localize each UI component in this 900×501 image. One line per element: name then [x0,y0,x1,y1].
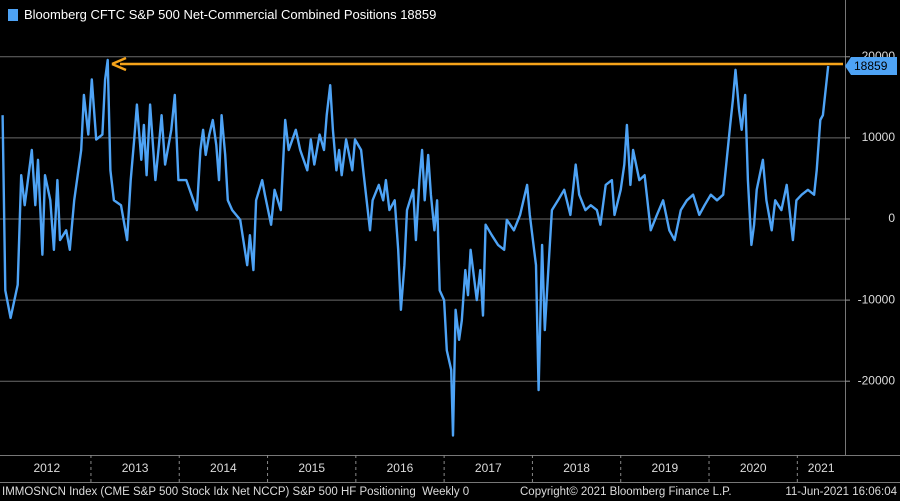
line-series [1,58,830,437]
y-tick-label: -10000 [858,292,896,306]
y-tick-label: 10000 [862,130,896,144]
footer-right: 11-Jun-2021 16:06:04 [785,486,897,498]
x-tick-label: 2012 [33,461,60,475]
y-tick-label: 0 [888,211,895,225]
legend-name: Bloomberg CFTC S&P 500 Net-Commercial Co… [24,7,397,22]
legend-label: Bloomberg CFTC S&P 500 Net-Commercial Co… [24,7,436,22]
footer-center: Copyright© 2021 Bloomberg Finance L.P. [520,486,732,498]
x-tick-label: 2018 [563,461,590,475]
x-tick-label: 2013 [122,461,149,475]
last-value-tag: 18859 [854,59,888,73]
x-tick-label: 2014 [210,461,237,475]
x-tick-label: 2015 [298,461,325,475]
legend-last-value: 18859 [400,7,436,22]
x-tick-label: 2020 [740,461,767,475]
footer-left: IMMOSNCN Index (CME S&P 500 Stock Idx Ne… [2,486,469,498]
x-tick-label: 2016 [387,461,414,475]
x-tick-label: 2017 [475,461,502,475]
y-tick-label: -20000 [858,373,896,387]
last-value-tag-bg [845,57,897,76]
x-tick-label: 2021 [808,461,835,475]
x-tick-label: 2019 [652,461,679,475]
legend-swatch [8,9,18,21]
annotation-arrowhead [111,56,127,72]
